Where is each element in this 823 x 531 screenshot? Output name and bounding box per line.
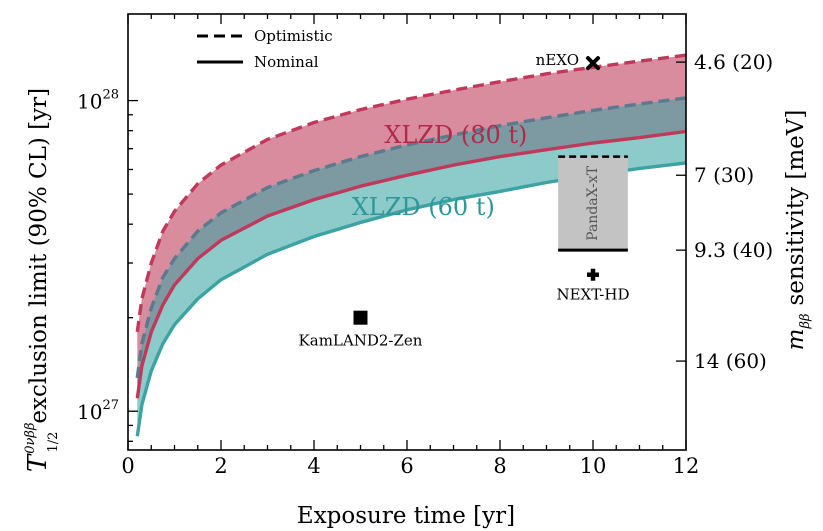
label-next-hd: NEXT-HD xyxy=(556,286,629,304)
x-tick-label: 10 xyxy=(580,454,607,478)
y-right-math-symbol: m xyxy=(783,329,809,351)
band-label-xlzd-60-t: XLZD (60 t) xyxy=(352,193,495,221)
y-tick-label: 1028 xyxy=(77,88,119,114)
y-left-subscript: 1/2 xyxy=(46,432,61,453)
label-nexo: nEXO xyxy=(536,51,579,69)
x-tick-label: 0 xyxy=(121,454,134,478)
x-tick-label: 2 xyxy=(214,454,227,478)
y-axis-right-label: mββ sensitivity [meV] xyxy=(783,110,813,351)
label-kamland2-zen: KamLAND2-Zen xyxy=(299,332,423,350)
x-tick-label: 4 xyxy=(307,454,320,478)
y-left-math-symbol: T xyxy=(23,453,53,472)
y-right-subscript: ββ xyxy=(798,314,813,330)
x-tick-label: 12 xyxy=(673,454,700,478)
range-label-pandax-xt: PandaX-xT xyxy=(585,165,601,241)
legend-label-optimistic: Optimistic xyxy=(254,27,333,45)
y-tick-label: 1027 xyxy=(77,398,119,424)
marker-kamland2-zen xyxy=(354,311,368,325)
y-left-text: exclusion limit (90% CL) [yr] xyxy=(26,88,52,424)
y-axis-left-label: T0νββ 1/2 exclusion limit (90% CL) [yr] xyxy=(23,88,61,472)
right-tick-label: 4.6 (20) xyxy=(694,50,773,74)
right-tick-label: 7 (30) xyxy=(694,163,754,187)
legend: Optimistic Nominal xyxy=(197,27,333,71)
right-tick-label: 9.3 (40) xyxy=(694,238,773,262)
legend-label-nominal: Nominal xyxy=(254,53,319,71)
y-left-superscript: 0νββ xyxy=(23,423,38,454)
marker-next-hd xyxy=(587,269,599,281)
x-tick-label: 6 xyxy=(400,454,413,478)
right-tick-label: 14 (60) xyxy=(694,349,767,373)
x-tick-label: 8 xyxy=(493,454,506,478)
x-axis-label: Exposure time [yr] xyxy=(297,503,515,529)
svg-text:mββsensitivity [meV]: mββ sensitivity [meV] xyxy=(783,110,813,351)
y-right-text: sensitivity [meV] xyxy=(783,110,809,306)
band-label-xlzd-80-t: XLZD (80 t) xyxy=(384,121,527,149)
